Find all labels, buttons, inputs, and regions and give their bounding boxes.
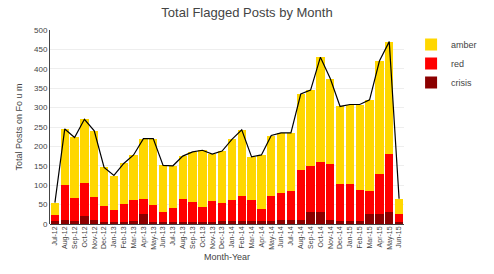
- svg-text:red: red: [451, 59, 464, 69]
- svg-text:Feb-13: Feb-13: [120, 226, 127, 248]
- svg-text:Dec-13: Dec-13: [218, 226, 225, 249]
- svg-text:Aug-13: Aug-13: [179, 226, 187, 249]
- svg-text:350: 350: [34, 84, 48, 93]
- svg-text:Jun-14: Jun-14: [277, 226, 284, 248]
- svg-text:Sep-14: Sep-14: [307, 226, 315, 249]
- svg-text:Jan-13: Jan-13: [110, 226, 117, 248]
- svg-text:Oct-12: Oct-12: [81, 226, 88, 247]
- svg-text:Nov-13: Nov-13: [209, 226, 216, 249]
- svg-text:0: 0: [43, 220, 48, 229]
- svg-text:Jan-15: Jan-15: [346, 226, 353, 248]
- svg-text:100: 100: [34, 181, 48, 190]
- svg-text:Apr-13: Apr-13: [140, 226, 148, 247]
- svg-text:Aug-14: Aug-14: [297, 226, 305, 249]
- svg-text:Feb-14: Feb-14: [238, 226, 245, 248]
- svg-text:Total Flagged Posts by Month: Total Flagged Posts by Month: [161, 5, 332, 20]
- svg-text:300: 300: [34, 103, 48, 112]
- svg-text:Total Posts on Fo u m: Total Posts on Fo u m: [14, 83, 24, 170]
- svg-text:Jan-14: Jan-14: [228, 226, 235, 248]
- svg-text:Mar-14: Mar-14: [248, 226, 255, 248]
- svg-text:Jul-13: Jul-13: [169, 226, 176, 245]
- svg-text:Apr-14: Apr-14: [258, 226, 266, 247]
- svg-text:Mar-13: Mar-13: [130, 226, 137, 248]
- svg-text:Apr-15: Apr-15: [376, 226, 384, 247]
- svg-text:250: 250: [34, 123, 48, 132]
- svg-text:Feb-15: Feb-15: [356, 226, 363, 248]
- svg-text:500: 500: [34, 26, 48, 35]
- svg-text:Jun-13: Jun-13: [159, 226, 166, 248]
- svg-text:Jul-12: Jul-12: [51, 226, 58, 245]
- svg-text:Mar-15: Mar-15: [366, 226, 373, 248]
- svg-text:Aug-12: Aug-12: [61, 226, 69, 249]
- svg-text:Oct-14: Oct-14: [317, 226, 324, 247]
- svg-text:amber: amber: [451, 40, 477, 50]
- svg-text:May-13: May-13: [150, 226, 158, 249]
- svg-text:Month-Year: Month-Year: [204, 252, 250, 262]
- svg-text:Sep-13: Sep-13: [189, 226, 197, 249]
- svg-text:Jul-14: Jul-14: [287, 226, 294, 245]
- svg-text:May-14: May-14: [268, 226, 276, 249]
- svg-text:Jun-15: Jun-15: [395, 226, 402, 248]
- svg-text:Dec-14: Dec-14: [336, 226, 343, 249]
- svg-text:Nov-14: Nov-14: [327, 226, 334, 249]
- svg-text:150: 150: [34, 162, 48, 171]
- svg-text:Nov-12: Nov-12: [91, 226, 98, 249]
- svg-text:Oct-13: Oct-13: [199, 226, 206, 247]
- svg-text:crisis: crisis: [451, 78, 472, 88]
- svg-text:450: 450: [34, 45, 48, 54]
- svg-text:Dec-12: Dec-12: [100, 226, 107, 249]
- svg-text:50: 50: [38, 200, 47, 209]
- svg-text:May-15: May-15: [386, 226, 394, 249]
- svg-text:Sep-12: Sep-12: [71, 226, 79, 249]
- svg-text:200: 200: [34, 142, 48, 151]
- svg-text:400: 400: [34, 65, 48, 74]
